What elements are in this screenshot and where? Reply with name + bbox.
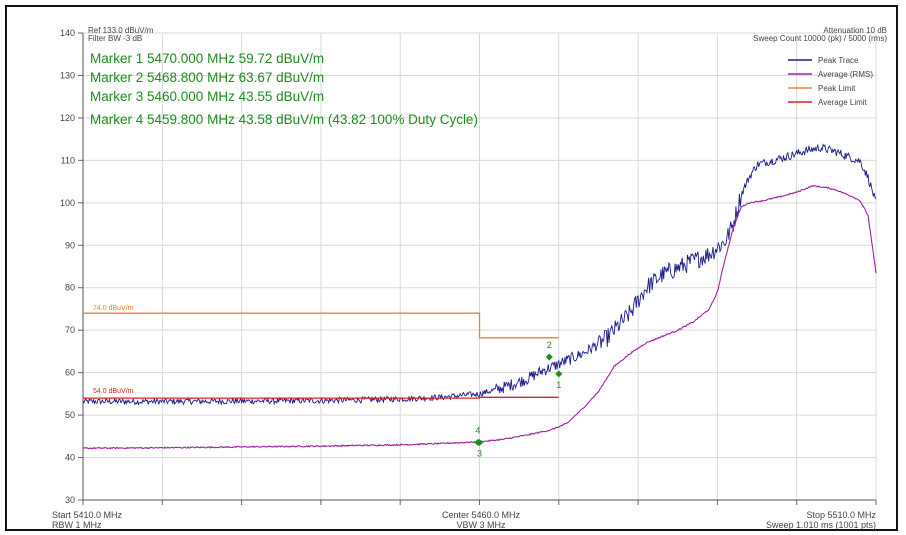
center-freq-label: Center 5460.0 MHz — [442, 510, 521, 520]
sweep-count-label: Sweep Count 10000 (pk) / 5000 (rms) — [753, 34, 887, 43]
marker-2-point — [545, 353, 553, 361]
y-tick-label: 80 — [65, 283, 75, 293]
marker-3-label: 3 — [477, 448, 482, 458]
marker-3-readout: Marker 3 5460.000 MHz 43.55 dBuV/m — [90, 89, 324, 104]
marker-4-label: 4 — [475, 425, 480, 435]
attenuation-label: Attenuation 10 dB — [823, 26, 887, 35]
marker-4-point — [474, 438, 482, 446]
marker-1-readout: Marker 1 5470.000 MHz 59.72 dBuV/m — [90, 51, 324, 66]
marker-4-readout: Marker 4 5459.800 MHz 43.58 dBuV/m (43.8… — [90, 112, 478, 127]
legend-label: Peak Trace — [818, 56, 859, 65]
peak-trace-line — [82, 143, 877, 406]
y-tick-label: 110 — [61, 155, 75, 165]
rbw-label: RBW 1 MHz — [52, 520, 102, 530]
average-limit-line — [83, 396, 559, 399]
vbw-label: VBW 3 MHz — [456, 520, 506, 530]
filter-bw-label: Filter BW -3 dB — [88, 34, 142, 43]
y-tick-label: 40 — [65, 453, 75, 463]
average-limit-label: 54.0 dBuV/m — [93, 388, 134, 395]
y-tick-label: 120 — [60, 113, 75, 123]
legend-label: Average Limit — [818, 98, 868, 107]
y-tick-label: 50 — [65, 410, 75, 420]
marker-2-label: 2 — [547, 340, 552, 350]
y-tick-label: 30 — [65, 495, 75, 505]
y-tick-label: 90 — [65, 240, 75, 250]
stop-freq-label: Stop 5510.0 MHz — [806, 510, 876, 520]
marker-1-point — [555, 370, 563, 378]
start-freq-label: Start 5410.0 MHz — [52, 510, 123, 520]
legend: Peak Trace Average (RMS) Peak Limit Average… — [788, 56, 873, 107]
y-tick-label: 60 — [65, 368, 75, 378]
y-tick-label: 100 — [60, 198, 75, 208]
y-tick-label: 130 — [60, 70, 75, 80]
ref-level-label: Ref 133.0 dBuV/m — [88, 26, 154, 35]
sweep-time-label: Sweep 1.010 ms (1001 pts) — [766, 520, 876, 530]
y-tick-label: 70 — [65, 325, 75, 335]
peak-limit-label: 74.0 dBuV/m — [93, 305, 134, 312]
marker-2-readout: Marker 2 5468.800 MHz 63.67 dBuV/m — [90, 70, 324, 85]
legend-label: Average (RMS) — [818, 70, 873, 79]
legend-label: Peak Limit — [818, 84, 856, 93]
y-tick-label: 140 — [60, 28, 75, 38]
marker-1-label: 1 — [556, 380, 561, 390]
peak-limit-line — [83, 312, 559, 339]
